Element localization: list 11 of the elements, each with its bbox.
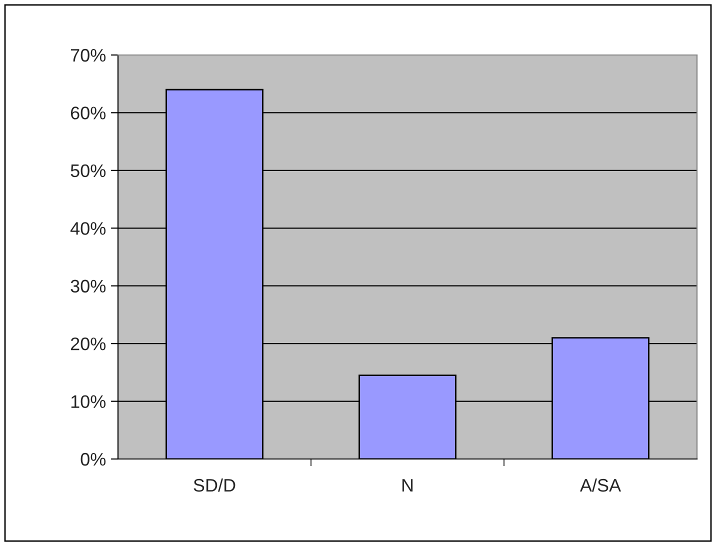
y-tick-label: 10% [71,395,106,408]
y-tick-label: 70% [70,48,106,62]
y-tick-label: 50% [70,164,106,178]
y-tick-label: 30% [70,280,106,293]
y-tick-label: 20% [70,338,106,350]
x-tick-label: N [402,479,413,492]
y-tick-label: 60% [70,106,106,120]
x-tick-label: A/SA [580,478,622,492]
x-tick-label: SD/D [194,478,236,492]
y-tick-label: 40% [70,222,106,235]
y-tick-label: 0% [80,452,106,466]
